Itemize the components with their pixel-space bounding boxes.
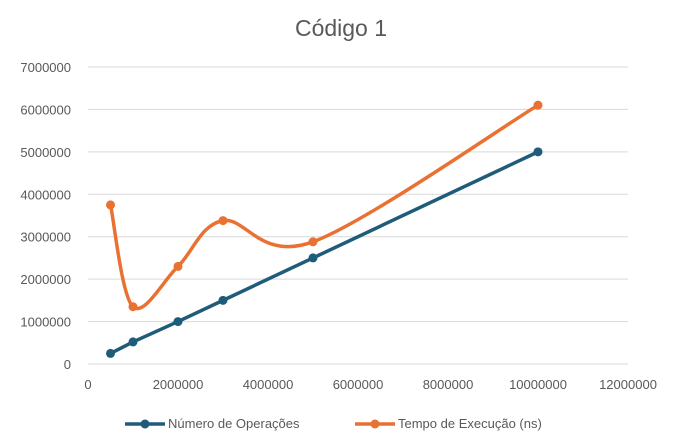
series-line (108, 103, 540, 311)
y-tick-label: 4000000 (20, 187, 71, 202)
data-point (173, 261, 183, 271)
legend: Número de Operações Tempo de Execução (ns… (125, 416, 542, 431)
x-tick-label: 10000000 (509, 377, 567, 392)
y-tick-label: 0 (64, 357, 71, 372)
gridlines (88, 66, 628, 365)
y-tick-label: 3000000 (20, 230, 71, 245)
y-axis-ticks: 0 1000000 2000000 3000000 4000000 5000000 6000… (20, 60, 71, 372)
data-point (106, 200, 115, 210)
data-point (173, 317, 183, 327)
legend-label: Número de Operações (168, 416, 300, 431)
series-0 (106, 147, 543, 358)
legend-item-0: Número de Operações (125, 416, 300, 431)
x-axis-ticks: 0 2000000 4000000 6000000 8000000 10000000 120… (84, 377, 657, 392)
y-tick-label: 2000000 (20, 272, 71, 287)
x-tick-label: 0 (84, 377, 91, 392)
legend-label: Tempo de Execução (ns) (398, 416, 542, 431)
x-tick-label: 2000000 (153, 377, 204, 392)
y-tick-label: 7000000 (20, 60, 71, 75)
series-layer (106, 100, 543, 358)
y-tick-label: 5000000 (20, 145, 71, 160)
x-tick-label: 6000000 (333, 377, 384, 392)
data-point (218, 216, 228, 226)
data-point (128, 302, 138, 312)
chart-title: Código 1 (295, 15, 387, 41)
x-tick-label: 8000000 (423, 377, 474, 392)
data-point (308, 253, 318, 263)
y-tick-label: 6000000 (20, 102, 71, 117)
data-point (533, 100, 543, 110)
data-point (106, 348, 115, 358)
data-point (128, 337, 138, 347)
legend-item-1: Tempo de Execução (ns) (355, 416, 542, 431)
x-tick-label: 4000000 (243, 377, 294, 392)
data-point (218, 295, 228, 305)
series-1 (106, 100, 543, 312)
legend-swatch-marker (140, 419, 150, 429)
y-tick-label: 1000000 (20, 315, 71, 330)
legend-swatch-marker (370, 419, 380, 429)
x-tick-label: 12000000 (599, 377, 657, 392)
data-point (308, 237, 318, 247)
data-point (533, 147, 543, 157)
